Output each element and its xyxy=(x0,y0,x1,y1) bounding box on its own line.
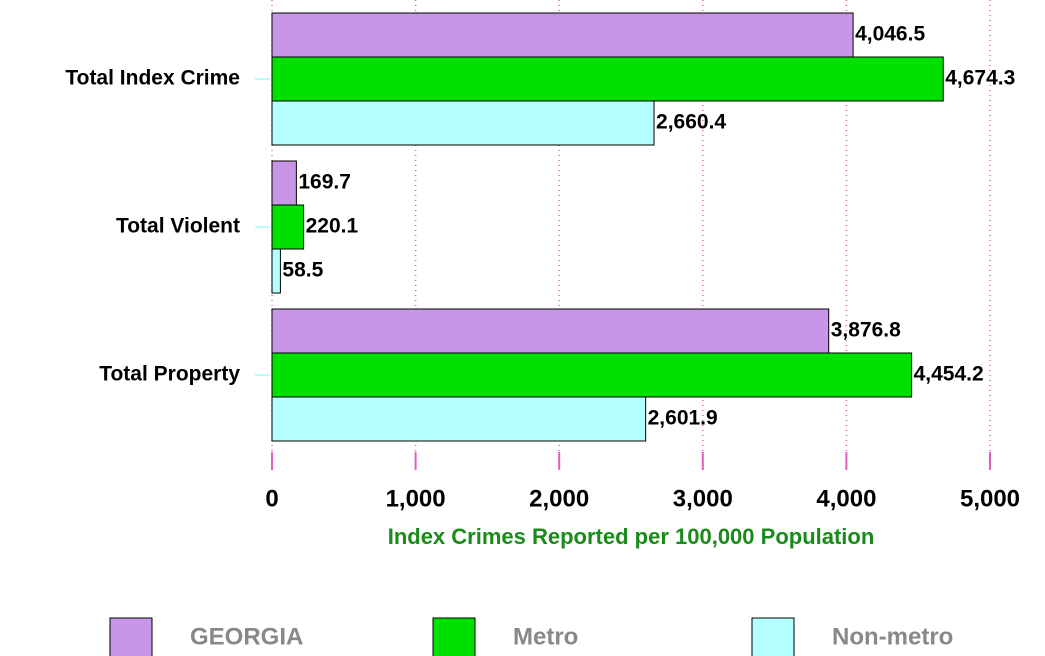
value-label: 2,601.9 xyxy=(648,407,718,430)
x-axis-title: Index Crimes Reported per 100,000 Popula… xyxy=(388,524,875,549)
legend-label: GEORGIA xyxy=(190,623,303,650)
value-label: 3,876.8 xyxy=(831,319,901,342)
x-tick-label: 5,000 xyxy=(960,485,1020,512)
legend-label: Non-metro xyxy=(832,623,953,650)
x-tick-label: 0 xyxy=(265,485,278,512)
value-label: 4,674.3 xyxy=(945,67,1015,90)
legend-swatch xyxy=(751,617,795,656)
x-tick-label: 2,000 xyxy=(529,485,589,512)
value-label: 2,660.4 xyxy=(656,111,726,134)
x-tick-label: 1,000 xyxy=(386,485,446,512)
bar xyxy=(271,352,913,398)
bar xyxy=(271,12,854,58)
bar xyxy=(271,308,830,354)
x-tick-label: 4,000 xyxy=(816,485,876,512)
bar xyxy=(271,160,297,206)
y-tick-label: Total Index Crime xyxy=(65,67,240,90)
value-label: 169.7 xyxy=(298,171,351,194)
bar xyxy=(271,100,655,146)
bar xyxy=(271,204,305,250)
value-label: 58.5 xyxy=(282,259,323,282)
legend-swatch xyxy=(432,617,476,656)
legend-swatch xyxy=(109,617,153,656)
value-label: 4,046.5 xyxy=(855,23,925,46)
legend-label: Metro xyxy=(513,623,578,650)
bar xyxy=(271,56,944,102)
value-label: 4,454.2 xyxy=(914,363,984,386)
y-tick-label: Total Violent xyxy=(116,215,240,238)
bar xyxy=(271,396,647,442)
value-label: 220.1 xyxy=(306,215,359,238)
bar xyxy=(271,248,281,294)
x-tick-label: 3,000 xyxy=(673,485,733,512)
y-tick-label: Total Property xyxy=(99,363,240,386)
